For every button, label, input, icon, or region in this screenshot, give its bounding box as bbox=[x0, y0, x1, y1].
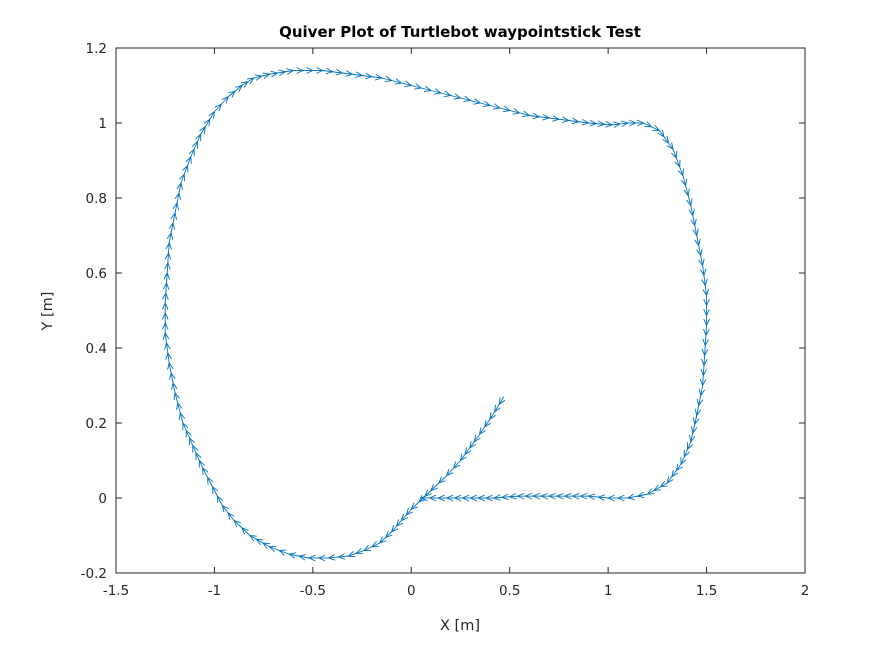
chart-title: Quiver Plot of Turtlebot waypointstick T… bbox=[279, 23, 641, 41]
x-tick-label: 1.5 bbox=[696, 583, 717, 599]
y-tick-label: 1.2 bbox=[86, 41, 107, 57]
y-tick-label: 0.2 bbox=[86, 416, 107, 432]
y-tick-label: -0.2 bbox=[81, 566, 107, 582]
x-tick-label: 0.5 bbox=[499, 583, 520, 599]
x-tick-label: 2 bbox=[801, 583, 810, 599]
x-axis-ticks: -1.5 -1 -0.5 0 0.5 1 1.5 2 bbox=[103, 48, 809, 599]
axes-frame bbox=[115, 47, 806, 574]
x-tick-label: 1 bbox=[604, 583, 613, 599]
x-axis-label: X [m] bbox=[440, 618, 480, 634]
x-tick-label: -1 bbox=[208, 583, 221, 599]
y-tick-label: 0 bbox=[98, 491, 107, 507]
x-tick-label: -0.5 bbox=[300, 583, 326, 599]
x-tick-label: 0 bbox=[407, 583, 416, 599]
y-tick-label: 0.4 bbox=[86, 341, 107, 357]
plot-area: -1.5 -1 -0.5 0 0.5 1 1.5 2 -0.2 0 0.2 0.4 0.6 0.8 1 1.… bbox=[81, 41, 810, 599]
axes-box bbox=[116, 48, 805, 573]
y-tick-label: 1 bbox=[98, 116, 107, 132]
quiver-arrow bbox=[420, 494, 430, 502]
quiver-series bbox=[161, 67, 710, 562]
y-tick-label: 0.8 bbox=[86, 191, 107, 207]
y-axis-label: Y [m] bbox=[40, 292, 56, 332]
y-tick-label: 0.6 bbox=[86, 266, 107, 282]
x-tick-label: -1.5 bbox=[103, 583, 129, 599]
y-axis-ticks: -0.2 0 0.2 0.4 0.6 0.8 1 1.2 bbox=[81, 41, 805, 582]
